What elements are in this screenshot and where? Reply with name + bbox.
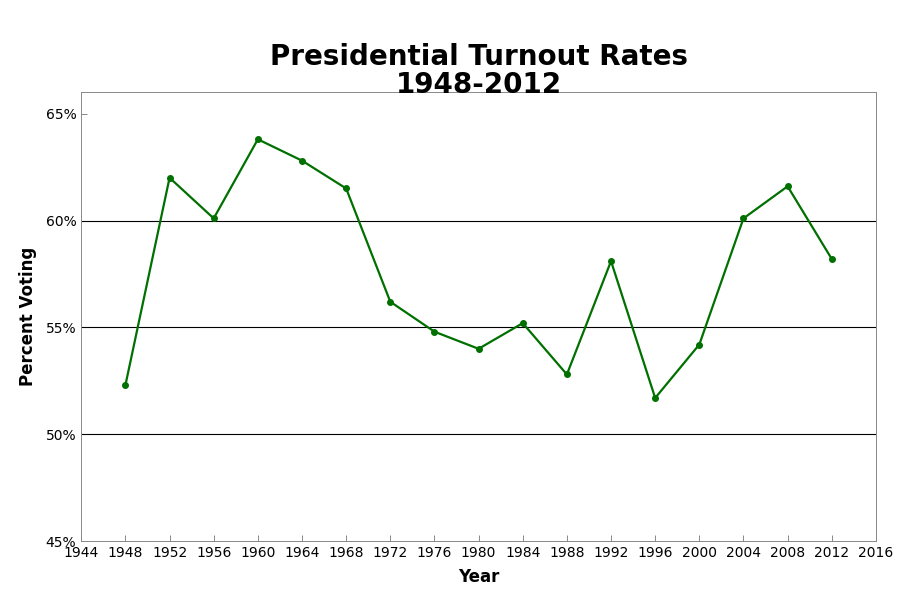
Y-axis label: Percent Voting: Percent Voting bbox=[19, 247, 37, 386]
Text: 1948-2012: 1948-2012 bbox=[395, 71, 561, 99]
X-axis label: Year: Year bbox=[457, 568, 499, 586]
Text: Presidential Turnout Rates: Presidential Turnout Rates bbox=[270, 43, 686, 71]
